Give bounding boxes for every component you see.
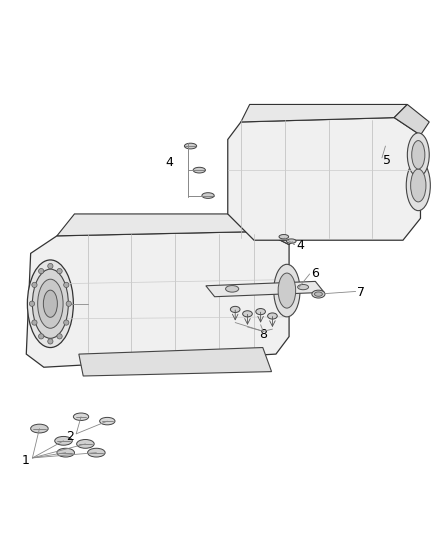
Ellipse shape [412,141,425,169]
Ellipse shape [31,424,48,433]
Ellipse shape [297,285,308,290]
Circle shape [57,269,62,274]
Ellipse shape [43,290,57,317]
Ellipse shape [226,286,239,292]
Circle shape [32,282,37,287]
Ellipse shape [312,290,325,298]
Ellipse shape [410,169,426,202]
Circle shape [64,282,69,287]
Polygon shape [26,231,289,367]
Ellipse shape [202,193,214,198]
Circle shape [57,334,62,339]
Circle shape [64,320,69,325]
Text: 1: 1 [22,454,30,467]
Ellipse shape [184,143,197,149]
Ellipse shape [99,417,115,425]
Text: 7: 7 [357,286,365,299]
Circle shape [39,334,44,339]
Ellipse shape [55,437,72,445]
Ellipse shape [314,292,322,296]
Polygon shape [241,104,407,122]
Ellipse shape [57,448,74,457]
Circle shape [39,269,44,274]
Ellipse shape [38,279,63,328]
Ellipse shape [243,311,252,317]
Ellipse shape [77,440,94,448]
Ellipse shape [73,413,88,421]
Circle shape [48,339,53,344]
Ellipse shape [286,239,296,243]
Text: 8: 8 [259,328,267,341]
Text: 6: 6 [311,266,319,280]
Polygon shape [263,214,307,245]
Text: 4: 4 [166,156,173,169]
Polygon shape [394,104,429,135]
Text: 3: 3 [47,297,55,310]
Polygon shape [57,214,285,236]
Text: 2: 2 [67,430,74,442]
Circle shape [48,263,53,269]
Circle shape [32,320,37,325]
Text: 5: 5 [383,154,391,167]
Ellipse shape [274,264,300,317]
Ellipse shape [279,235,289,239]
Ellipse shape [32,269,68,338]
Ellipse shape [278,273,296,308]
Circle shape [29,301,35,306]
Ellipse shape [88,448,105,457]
Ellipse shape [406,160,430,211]
Polygon shape [79,348,272,376]
Ellipse shape [28,260,74,348]
Ellipse shape [407,133,429,177]
Circle shape [66,301,71,306]
Ellipse shape [193,167,205,173]
Polygon shape [206,281,324,297]
Polygon shape [228,118,420,240]
Ellipse shape [230,306,240,312]
Ellipse shape [256,309,265,314]
Text: 4: 4 [296,239,304,252]
Ellipse shape [268,313,277,319]
